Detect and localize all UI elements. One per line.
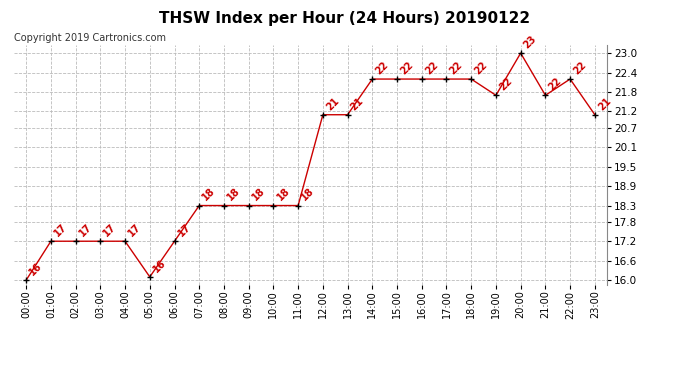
Text: 17: 17 bbox=[101, 222, 119, 238]
Text: 18: 18 bbox=[226, 186, 242, 203]
Text: 16: 16 bbox=[28, 261, 44, 278]
Text: 21: 21 bbox=[324, 95, 341, 112]
Text: 21: 21 bbox=[596, 95, 613, 112]
Text: 22: 22 bbox=[497, 76, 514, 93]
Text: Copyright 2019 Cartronics.com: Copyright 2019 Cartronics.com bbox=[14, 33, 166, 43]
Text: 17: 17 bbox=[52, 222, 69, 238]
Text: THSW Index per Hour (24 Hours) 20190122: THSW Index per Hour (24 Hours) 20190122 bbox=[159, 11, 531, 26]
Text: 18: 18 bbox=[299, 186, 316, 203]
Text: 18: 18 bbox=[275, 186, 291, 203]
Text: 22: 22 bbox=[398, 60, 415, 76]
Text: 18: 18 bbox=[250, 186, 267, 203]
Text: 22: 22 bbox=[546, 76, 564, 93]
Text: 17: 17 bbox=[126, 222, 143, 238]
Text: 23: 23 bbox=[522, 34, 539, 50]
Text: 21: 21 bbox=[349, 95, 366, 112]
Text: 18: 18 bbox=[201, 186, 217, 203]
Text: 22: 22 bbox=[423, 60, 440, 76]
Text: 17: 17 bbox=[176, 222, 193, 238]
Text: 22: 22 bbox=[571, 60, 588, 76]
Text: 16: 16 bbox=[151, 258, 168, 274]
Text: 17: 17 bbox=[77, 222, 94, 238]
Text: 22: 22 bbox=[448, 60, 464, 76]
Text: 22: 22 bbox=[374, 60, 391, 76]
Text: 22: 22 bbox=[473, 60, 489, 76]
